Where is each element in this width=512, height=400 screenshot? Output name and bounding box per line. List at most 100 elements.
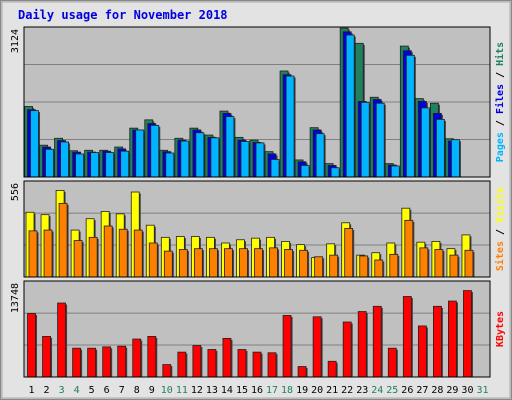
x-tick-label: 7 bbox=[119, 385, 125, 396]
legend-label-part: Sites bbox=[494, 241, 506, 271]
bar-pages-day-5 bbox=[90, 152, 100, 178]
x-tick-label: 23 bbox=[356, 385, 368, 396]
panel-border bbox=[23, 280, 491, 378]
bar-kbytes-day-21 bbox=[327, 360, 337, 378]
bar-pages-day-4 bbox=[75, 153, 85, 178]
bar-kbytes-day-29 bbox=[448, 300, 457, 378]
legend-label-part: / bbox=[495, 223, 506, 241]
bar-pages-day-13 bbox=[210, 137, 220, 178]
bar-pages-day-3 bbox=[60, 141, 69, 178]
bar-sites-day-12 bbox=[193, 248, 203, 278]
x-tick-label: 27 bbox=[416, 385, 428, 396]
bar-sites-day-3 bbox=[58, 202, 68, 278]
x-tick-label: 28 bbox=[431, 385, 443, 396]
legend-label-part: / bbox=[495, 66, 506, 84]
series-legend-label: Sites / Visits bbox=[494, 187, 506, 271]
bar-sites-day-4 bbox=[73, 240, 83, 278]
bar-pages-day-7 bbox=[120, 150, 130, 178]
legend-label-part: Visits bbox=[494, 187, 506, 223]
bar-sites-day-7 bbox=[118, 228, 128, 278]
x-tick-label: 8 bbox=[134, 385, 140, 396]
bar-sites-day-30 bbox=[464, 249, 474, 278]
bar-sites-day-23 bbox=[359, 255, 369, 278]
x-tick-label: 13 bbox=[206, 385, 218, 396]
bar-sites-day-10 bbox=[163, 250, 173, 278]
x-axis: 1 2 3 4 5 6 7 8 9 10 11 12 13 14 15 16 17 18 19 20 21 22 23 24 2… bbox=[29, 385, 489, 396]
x-tick-label: 17 bbox=[266, 385, 278, 396]
bar-pages-day-10 bbox=[165, 152, 175, 178]
bar-kbytes-day-28 bbox=[432, 305, 442, 378]
bar-sites-day-19 bbox=[299, 249, 308, 278]
bar-kbytes-day-14 bbox=[222, 337, 232, 378]
bar-sites-day-22 bbox=[344, 228, 354, 278]
x-tick-label: 9 bbox=[149, 385, 155, 396]
bar-kbytes-day-30 bbox=[463, 290, 472, 378]
bar-pages-day-21 bbox=[330, 167, 340, 178]
bar-kbytes-day-5 bbox=[87, 347, 97, 378]
bar-pages-day-22 bbox=[345, 34, 355, 178]
bar-kbytes-day-27 bbox=[417, 325, 427, 378]
bar-kbytes-day-16 bbox=[252, 351, 262, 378]
bar-sites-day-9 bbox=[148, 242, 158, 278]
x-tick-label: 19 bbox=[296, 385, 308, 396]
bar-pages-day-16 bbox=[255, 142, 265, 178]
bar-pages-day-11 bbox=[180, 140, 190, 178]
bar-sites-day-8 bbox=[133, 229, 143, 278]
bar-sites-day-18 bbox=[284, 249, 293, 278]
x-tick-label: 2 bbox=[44, 385, 50, 396]
bar-pages-day-14 bbox=[225, 116, 235, 178]
bar-pages-day-18 bbox=[285, 75, 295, 178]
y-axis-max-label: 13748 bbox=[10, 283, 21, 313]
x-tick-label: 10 bbox=[161, 385, 173, 396]
series-legend-label: KBytes bbox=[495, 311, 506, 347]
bar-kbytes-day-18 bbox=[282, 315, 292, 378]
bar-sites-day-17 bbox=[269, 247, 278, 278]
bar-sites-day-26 bbox=[404, 219, 414, 278]
bar-kbytes-day-13 bbox=[207, 349, 217, 378]
x-tick-label: 18 bbox=[281, 385, 293, 396]
bar-kbytes-day-26 bbox=[402, 296, 412, 378]
bar-pages-day-6 bbox=[105, 152, 115, 178]
x-tick-label: 21 bbox=[326, 385, 338, 396]
bar-sites-day-13 bbox=[209, 248, 218, 278]
bar-sites-day-16 bbox=[254, 248, 263, 278]
bar-sites-day-1 bbox=[28, 230, 38, 278]
legend-label-part: Pages bbox=[495, 132, 506, 162]
y-axis-max-label: 3124 bbox=[10, 29, 21, 53]
x-tick-label: 15 bbox=[236, 385, 248, 396]
bar-sites-day-29 bbox=[449, 254, 459, 278]
panel-visits-sites: 556 Sites / Visits bbox=[10, 180, 506, 278]
x-tick-label: 22 bbox=[341, 385, 353, 396]
bar-pages-day-1 bbox=[30, 110, 39, 178]
bar-sites-day-25 bbox=[389, 253, 399, 278]
legend-label-part: KBytes bbox=[495, 311, 506, 347]
bar-pages-day-29 bbox=[451, 139, 460, 178]
x-tick-label: 1 bbox=[29, 385, 35, 396]
bar-pages-day-2 bbox=[45, 148, 54, 178]
bar-pages-day-26 bbox=[405, 54, 415, 178]
bar-kbytes-day-23 bbox=[357, 311, 367, 378]
bar-sites-day-5 bbox=[88, 236, 98, 278]
bar-kbytes-day-15 bbox=[237, 349, 247, 378]
bar-pages-day-12 bbox=[195, 132, 205, 178]
x-tick-label: 25 bbox=[386, 385, 398, 396]
x-tick-label: 20 bbox=[311, 385, 323, 396]
bar-kbytes-day-8 bbox=[132, 338, 142, 378]
bar-pages-day-9 bbox=[150, 124, 160, 178]
x-tick-label: 5 bbox=[89, 385, 95, 396]
bar-kbytes-day-25 bbox=[387, 347, 397, 378]
bar-pages-day-8 bbox=[135, 129, 145, 178]
x-tick-label: 6 bbox=[104, 385, 110, 396]
bar-pages-day-15 bbox=[240, 141, 250, 178]
bar-sites-day-11 bbox=[178, 249, 188, 278]
bar-sites-day-15 bbox=[239, 248, 248, 278]
bar-pages-day-17 bbox=[270, 159, 280, 178]
bar-kbytes-day-17 bbox=[267, 352, 277, 378]
legend-label-part: / bbox=[495, 114, 506, 132]
bar-sites-day-21 bbox=[329, 254, 339, 278]
panels: 3124 Pages / Files / Hits 556 Sites / Visit… bbox=[10, 26, 506, 378]
bar-pages-day-24 bbox=[375, 102, 385, 178]
x-tick-label: 11 bbox=[176, 385, 188, 396]
bar-kbytes-day-7 bbox=[117, 345, 127, 378]
